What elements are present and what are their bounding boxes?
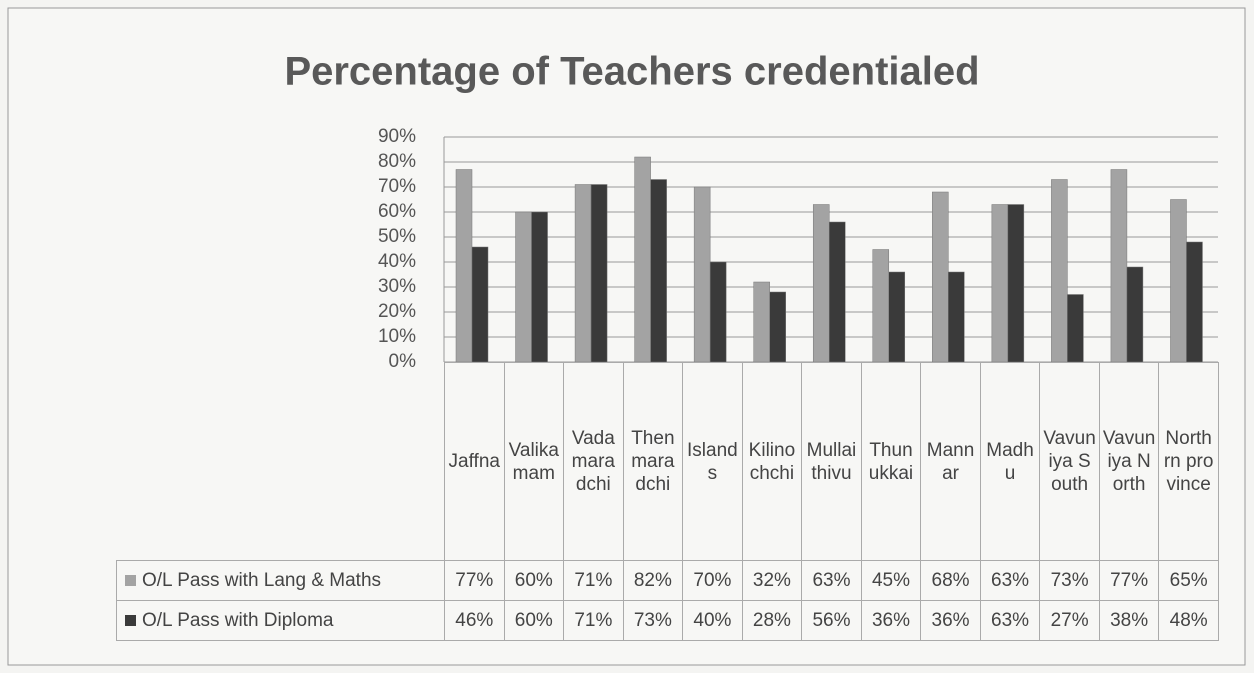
data-label: 46% (444, 600, 505, 641)
bar (574, 184, 592, 363)
bar (1051, 179, 1068, 363)
header-row: Jaffna Valikamam Vadamaradchi Thenmaradchi I… (116, 362, 1219, 561)
bar (1110, 169, 1128, 363)
data-label: 56% (801, 600, 862, 641)
data-table: Jaffna Valikamam Vadamaradchi Thenmaradchi I… (116, 362, 1219, 641)
data-label: 70% (682, 560, 743, 601)
data-label: 36% (860, 600, 922, 641)
bar (1186, 241, 1203, 363)
blank-cell (116, 362, 445, 561)
category-label: Mannar (920, 362, 981, 561)
data-label: 36% (920, 600, 981, 641)
legend-entry: O/L Pass with Diploma (116, 600, 445, 641)
bar (812, 204, 830, 363)
series-row: O/L Pass with Diploma 46% 60% 71% 73% 40% 28% 5… (116, 600, 1219, 641)
data-label: 63% (801, 560, 862, 601)
data-label: 73% (622, 600, 684, 641)
y-tick-label: 50% (378, 226, 416, 247)
bar (991, 204, 1009, 363)
bar (471, 246, 489, 363)
category-label: Kilinochchi (741, 362, 803, 561)
chart-title: Percentage of Teachers credentialed (284, 50, 979, 94)
y-tick-label: 70% (378, 176, 416, 197)
category-label: Vavuniya North (1098, 362, 1160, 561)
data-label: 32% (741, 560, 803, 601)
category-label: Mullaithivu (801, 362, 862, 561)
bar (709, 261, 727, 363)
data-label: 65% (1158, 560, 1219, 601)
data-label: 28% (741, 600, 803, 641)
bar (590, 184, 608, 363)
category-label: Jaffna (444, 362, 505, 561)
bar (693, 186, 711, 363)
data-label: 77% (1098, 560, 1160, 601)
bar (1126, 266, 1144, 363)
legend-entry: O/L Pass with Lang & Maths (116, 560, 445, 601)
category-label: Islands (682, 362, 743, 561)
data-label: 63% (979, 560, 1041, 601)
data-label: 38% (1098, 600, 1160, 641)
data-label: 48% (1158, 600, 1219, 641)
data-label: 63% (979, 600, 1041, 641)
data-label: 60% (503, 600, 565, 641)
data-label: 45% (860, 560, 922, 601)
y-tick-label: 20% (378, 301, 416, 322)
bar (948, 271, 965, 363)
bar (1067, 294, 1084, 363)
data-label: 71% (563, 560, 624, 601)
category-label: Thunukkai (860, 362, 922, 561)
bar (932, 191, 949, 363)
y-tick-label: 10% (378, 326, 416, 347)
y-tick-label: 60% (378, 201, 416, 222)
series-row: O/L Pass with Lang & Maths 77% 60% 71% 82% 70… (116, 560, 1219, 601)
bar (515, 211, 532, 363)
bar (888, 271, 906, 363)
legend-swatch (125, 574, 136, 586)
y-tick-label: 80% (378, 151, 416, 172)
bar (455, 169, 473, 363)
bar (1007, 204, 1025, 363)
legend-label: O/L Pass with Lang & Maths (142, 569, 382, 591)
bar (650, 179, 667, 363)
category-label: Valikamam (503, 362, 565, 561)
data-label: 27% (1039, 600, 1100, 641)
bar (753, 281, 770, 363)
bar (828, 221, 846, 363)
category-label: Madhu (979, 362, 1041, 561)
bar (634, 156, 651, 363)
data-label: 71% (563, 600, 624, 641)
category-label: Thenmaradchi (622, 362, 684, 561)
bar (531, 211, 548, 363)
category-label: Vadamaradchi (563, 362, 624, 561)
bar (769, 291, 786, 363)
data-label: 77% (444, 560, 505, 601)
legend-swatch (125, 614, 136, 626)
y-tick-label: 40% (378, 251, 416, 272)
data-label: 60% (503, 560, 565, 601)
data-label: 82% (622, 560, 684, 601)
category-label: Northrn province (1158, 362, 1219, 561)
category-label: Vavuniya South (1039, 362, 1100, 561)
y-tick-label: 90% (378, 126, 416, 147)
bar (872, 249, 890, 363)
data-label: 73% (1039, 560, 1100, 601)
bar (1170, 199, 1187, 363)
y-tick-label: 30% (378, 276, 416, 297)
data-label: 68% (920, 560, 981, 601)
legend-label: O/L Pass with Diploma (142, 609, 334, 631)
data-label: 40% (682, 600, 743, 641)
